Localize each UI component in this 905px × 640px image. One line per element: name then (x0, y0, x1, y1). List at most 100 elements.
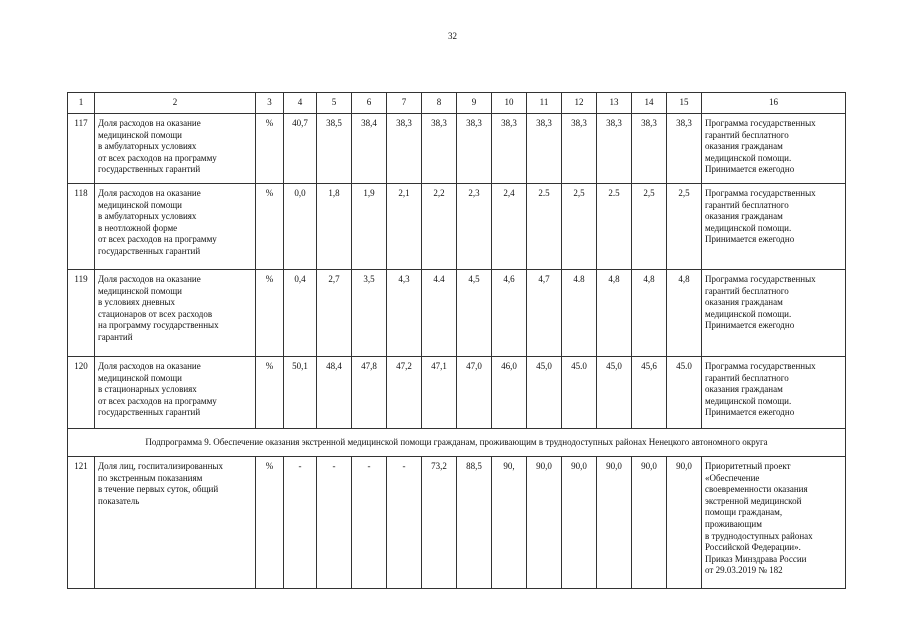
indicator-value: 90,0 (526, 456, 562, 589)
indicator-value: 1,8 (316, 183, 352, 270)
indicator-value: 90,0 (561, 456, 597, 589)
indicator-value: - (351, 456, 387, 589)
indicator-value: - (283, 456, 317, 589)
indicator-name: Доля расходов на оказание медицинской по… (94, 356, 256, 429)
indicator-value: 48,4 (316, 356, 352, 429)
column-header: 10 (491, 92, 527, 114)
indicator-value: 45,0 (526, 356, 562, 429)
indicator-value: 4,8 (666, 269, 702, 357)
indicator-value: 2,2 (421, 183, 457, 270)
indicator-name: Доля расходов на оказание медицинской по… (94, 113, 256, 184)
indicator-value: 38,3 (491, 113, 527, 184)
column-header: 11 (526, 92, 562, 114)
indicator-value: 2,5 (631, 183, 667, 270)
indicator-value: 2.5 (596, 183, 632, 270)
indicator-value: 45,0 (596, 356, 632, 429)
source-document: Программа государственных гарантий беспл… (701, 356, 846, 429)
table-row: 118 Доля расходов на оказание медицинской… (67, 183, 846, 270)
row-number: 118 (67, 183, 95, 270)
indicator-value: 38,3 (386, 113, 422, 184)
indicator-value: 90,0 (631, 456, 667, 589)
column-header: 15 (666, 92, 702, 114)
indicator-value: 1,9 (351, 183, 387, 270)
column-header: 9 (456, 92, 492, 114)
unit: % (255, 456, 284, 589)
table-row: 119 Доля расходов на оказание медицинской… (67, 269, 846, 357)
indicator-value: - (316, 456, 352, 589)
indicator-value: 45.0 (666, 356, 702, 429)
indicator-value: 47,1 (421, 356, 457, 429)
indicator-value: 47,0 (456, 356, 492, 429)
source-document: Программа государственных гарантий беспл… (701, 269, 846, 357)
indicator-value: 90,0 (666, 456, 702, 589)
indicator-value: 45,6 (631, 356, 667, 429)
indicator-value: 2,4 (491, 183, 527, 270)
indicator-value: 3,5 (351, 269, 387, 357)
indicator-value: 4.8 (561, 269, 597, 357)
indicator-value: 40,7 (283, 113, 317, 184)
indicator-value: 88,5 (456, 456, 492, 589)
indicator-value: 2,3 (456, 183, 492, 270)
indicator-value: 47,2 (386, 356, 422, 429)
column-header: 8 (421, 92, 457, 114)
indicator-value: 90, (491, 456, 527, 589)
indicator-value: 90,0 (596, 456, 632, 589)
indicator-value: 38,5 (316, 113, 352, 184)
table-row: 117 Доля расходов на оказание медицинской… (67, 113, 846, 184)
subprogram-row: Подпрограмма 9. Обеспечение оказания экс… (67, 428, 846, 457)
indicator-value: 2,1 (386, 183, 422, 270)
indicator-name: Доля расходов на оказание медицинской по… (94, 183, 256, 270)
row-number: 117 (67, 113, 95, 184)
indicator-value: 4,8 (631, 269, 667, 357)
indicator-value: 38,3 (631, 113, 667, 184)
indicator-value: 38,4 (351, 113, 387, 184)
source-document: Приоритетный проект «Обеспечение своевре… (701, 456, 846, 589)
indicator-value: 4,3 (386, 269, 422, 357)
source-document: Программа государственных гарантий беспл… (701, 113, 846, 184)
unit: % (255, 269, 284, 357)
indicator-value: 2.5 (526, 183, 562, 270)
column-header: 2 (94, 92, 256, 114)
indicator-value: 47,8 (351, 356, 387, 429)
column-header: 6 (351, 92, 387, 114)
indicator-value: 4,6 (491, 269, 527, 357)
column-header: 12 (561, 92, 597, 114)
source-document: Программа государственных гарантий беспл… (701, 183, 846, 270)
column-header: 16 (701, 92, 846, 114)
subprogram-title: Подпрограмма 9. Обеспечение оказания экс… (67, 428, 846, 457)
column-header: 1 (67, 92, 95, 114)
row-number: 120 (67, 356, 95, 429)
indicator-value: 45.0 (561, 356, 597, 429)
indicator-value: 0,0 (283, 183, 317, 270)
indicator-value: 38,3 (666, 113, 702, 184)
indicator-value: 4,5 (456, 269, 492, 357)
indicator-value: 4.4 (421, 269, 457, 357)
column-header: 3 (255, 92, 284, 114)
indicator-value: 38,3 (561, 113, 597, 184)
indicator-value: 73,2 (421, 456, 457, 589)
column-header: 13 (596, 92, 632, 114)
indicator-value: 38,3 (421, 113, 457, 184)
indicator-value: 2,7 (316, 269, 352, 357)
row-number: 119 (67, 269, 95, 357)
indicator-value: 46,0 (491, 356, 527, 429)
unit: % (255, 356, 284, 429)
table-row: 121 Доля лиц, госпитализированных по экст… (67, 456, 846, 589)
unit: % (255, 183, 284, 270)
indicator-value: - (386, 456, 422, 589)
indicator-value: 0,4 (283, 269, 317, 357)
indicators-table: 1 2 3 4 5 6 7 8 9 10 11 12 13 14 15 16 117 Доля расходов … (67, 92, 846, 589)
header-row: 1 2 3 4 5 6 7 8 9 10 11 12 13 14 15 16 (67, 92, 846, 114)
indicator-value: 2,5 (666, 183, 702, 270)
indicator-value: 38,3 (596, 113, 632, 184)
indicator-value: 50,1 (283, 356, 317, 429)
indicator-value: 38,3 (456, 113, 492, 184)
column-header: 4 (283, 92, 317, 114)
table-row: 120 Доля расходов на оказание медицинской… (67, 356, 846, 429)
column-header: 14 (631, 92, 667, 114)
page-number: 32 (448, 31, 457, 41)
indicator-value: 4,8 (596, 269, 632, 357)
indicator-value: 4,7 (526, 269, 562, 357)
row-number: 121 (67, 456, 95, 589)
unit: % (255, 113, 284, 184)
